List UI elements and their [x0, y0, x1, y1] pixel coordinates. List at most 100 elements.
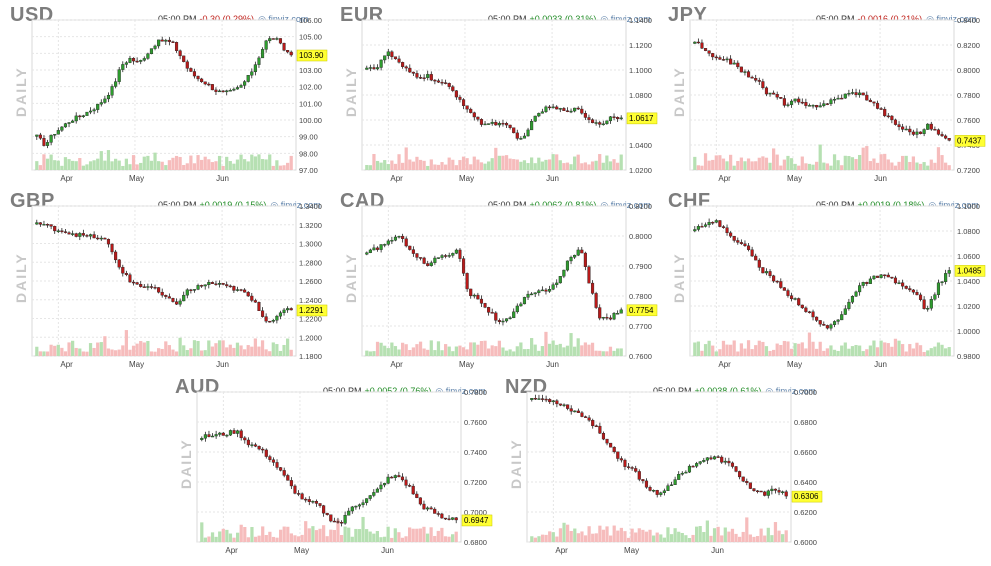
candle-body: [117, 69, 121, 82]
candle-body: [804, 307, 808, 312]
volume-bar: [243, 349, 247, 356]
volume-bar: [583, 535, 588, 542]
finviz-link[interactable]: ◎ finviz.com: [928, 200, 978, 210]
volume-bar: [721, 158, 726, 170]
chart-panel-eur: EUR 05:00 PM +0.0033 (0.31%) ◎ finviz.com DA…: [340, 4, 660, 186]
candle-body: [67, 122, 71, 124]
candle-body: [515, 132, 519, 139]
candle-body: [282, 309, 286, 313]
candle-body: [544, 289, 548, 292]
candle-body: [494, 121, 498, 126]
volume-bar: [641, 529, 645, 542]
volume-bar: [275, 537, 279, 542]
volume-bar: [361, 516, 365, 542]
candle-body: [782, 98, 786, 106]
volume-bar: [81, 165, 85, 170]
volume-bar: [92, 160, 96, 170]
candle-body: [246, 439, 250, 446]
candle-body: [732, 235, 736, 241]
candle-body: [727, 460, 731, 464]
finviz-link[interactable]: ◎ finviz.com: [270, 200, 320, 210]
volume-bar: [779, 344, 783, 356]
volume-bar: [282, 344, 286, 356]
candle-body: [397, 58, 401, 63]
volume-bar: [365, 529, 369, 542]
candle-body: [922, 129, 926, 134]
candle-body: [911, 131, 915, 135]
volume-bar: [78, 157, 82, 170]
volume-bar: [861, 351, 865, 356]
volume-bar: [732, 165, 736, 170]
candle-body: [807, 311, 812, 313]
volume-bar: [160, 348, 164, 356]
candle-body: [379, 484, 383, 490]
candle-body: [594, 293, 598, 308]
volume-bar: [451, 351, 455, 356]
candle-body: [71, 233, 75, 235]
candle-body: [703, 48, 708, 51]
candle-body: [698, 461, 702, 464]
volume-bar: [644, 531, 649, 542]
volume-bar: [436, 341, 441, 356]
volume-bar: [763, 535, 767, 542]
volume-bar: [940, 155, 944, 170]
volume-bar: [375, 341, 380, 356]
volume-bar: [576, 533, 580, 542]
volume-bar: [232, 347, 236, 356]
finviz-link[interactable]: ◎ finviz.com: [600, 200, 650, 210]
candle-body: [616, 451, 620, 459]
finviz-link[interactable]: ◎ finviz.com: [926, 14, 976, 24]
candle-body: [153, 287, 157, 289]
candle-body: [106, 94, 111, 100]
candle-body: [372, 247, 376, 251]
volume-bar: [401, 162, 405, 170]
volume-bar: [775, 343, 779, 356]
volume-bar: [139, 341, 143, 356]
candle-body: [325, 512, 329, 515]
candle-body: [605, 317, 609, 319]
volume-bar: [693, 156, 697, 170]
volume-bar: [908, 344, 912, 356]
volume-bar: [707, 160, 711, 170]
volume-bar: [673, 528, 677, 542]
candle-body: [149, 48, 154, 55]
finviz-link[interactable]: ◎ finviz.com: [765, 386, 815, 396]
finviz-link[interactable]: ◎ finviz.com: [435, 386, 485, 396]
volume-bar: [408, 159, 412, 170]
volume-bar: [883, 342, 887, 356]
candle-body: [598, 122, 602, 125]
volume-bar: [185, 163, 189, 170]
volume-bar: [768, 350, 772, 356]
candle-body: [425, 507, 430, 510]
candles: [365, 49, 623, 141]
candle-body: [178, 50, 182, 57]
volume-bar: [772, 349, 776, 356]
candle-body: [700, 226, 704, 228]
volume-bar: [784, 530, 788, 542]
volume-bar: [608, 346, 613, 356]
candle-body: [703, 224, 708, 227]
last-price-badge: 1.0485: [954, 265, 986, 277]
volume-bar: [770, 535, 774, 542]
candle-body: [591, 420, 595, 427]
volume-bar: [357, 529, 362, 542]
candle-body: [512, 311, 516, 319]
candle-body: [818, 105, 822, 108]
volume-bar: [504, 350, 509, 356]
volume-bar: [666, 527, 670, 542]
finviz-link[interactable]: ◎ finviz.com: [258, 14, 308, 24]
volume-bar: [594, 350, 598, 356]
candle-body: [605, 438, 609, 444]
volume-bar: [164, 341, 168, 356]
candle-body: [781, 491, 785, 493]
volume-bar: [522, 160, 527, 170]
candle-body: [721, 59, 726, 61]
volume-bar: [540, 534, 545, 542]
finviz-link[interactable]: ◎ finviz.com: [600, 14, 650, 24]
volume-bar: [157, 161, 161, 170]
y-tick-label: 1.1000: [957, 202, 980, 211]
volume-bar: [612, 525, 616, 542]
candles: [35, 219, 293, 324]
volume-bar: [246, 537, 250, 542]
volume-bar: [789, 158, 794, 170]
